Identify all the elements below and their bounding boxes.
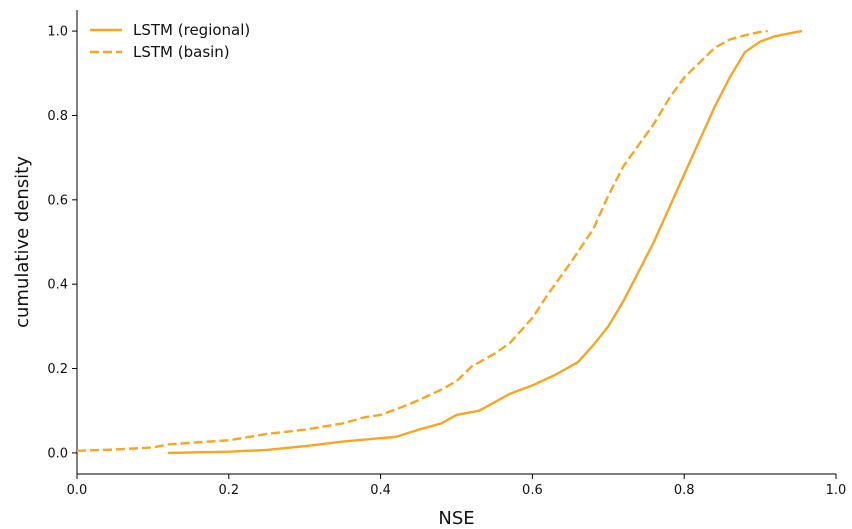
x-tick-label: 0.4	[370, 483, 391, 498]
legend-label-basin: LSTM (basin)	[133, 43, 230, 61]
series-line-basin	[76, 29, 768, 452]
y-tick-label: 1.0	[47, 25, 68, 40]
y-tick-label: 0.0	[47, 446, 68, 461]
x-tick-label: 0.6	[522, 483, 543, 498]
x-tick-label: 1.0	[826, 483, 847, 498]
y-tick-label: 0.2	[47, 362, 68, 377]
y-ticks: 0.0 0.2 0.4 0.6 0.8 1.0	[47, 25, 77, 461]
x-ticks: 0.0 0.2 0.4 0.6 0.8 1.0	[67, 474, 847, 498]
legend-label-regional: LSTM (regional)	[133, 21, 250, 39]
x-tick-label: 0.0	[67, 483, 88, 498]
series-lines	[76, 29, 803, 455]
y-tick-label: 0.8	[47, 109, 68, 124]
y-axis-label: cumulative density	[12, 156, 33, 328]
y-tick-label: 0.4	[47, 278, 68, 293]
legend: LSTM (regional) LSTM (basin)	[90, 21, 250, 61]
x-tick-label: 0.2	[218, 483, 239, 498]
axes	[76, 10, 836, 475]
y-tick-label: 0.6	[47, 193, 68, 208]
x-axis-label: NSE	[438, 508, 474, 529]
series-line-regional	[168, 29, 803, 455]
x-tick-label: 0.8	[674, 483, 695, 498]
